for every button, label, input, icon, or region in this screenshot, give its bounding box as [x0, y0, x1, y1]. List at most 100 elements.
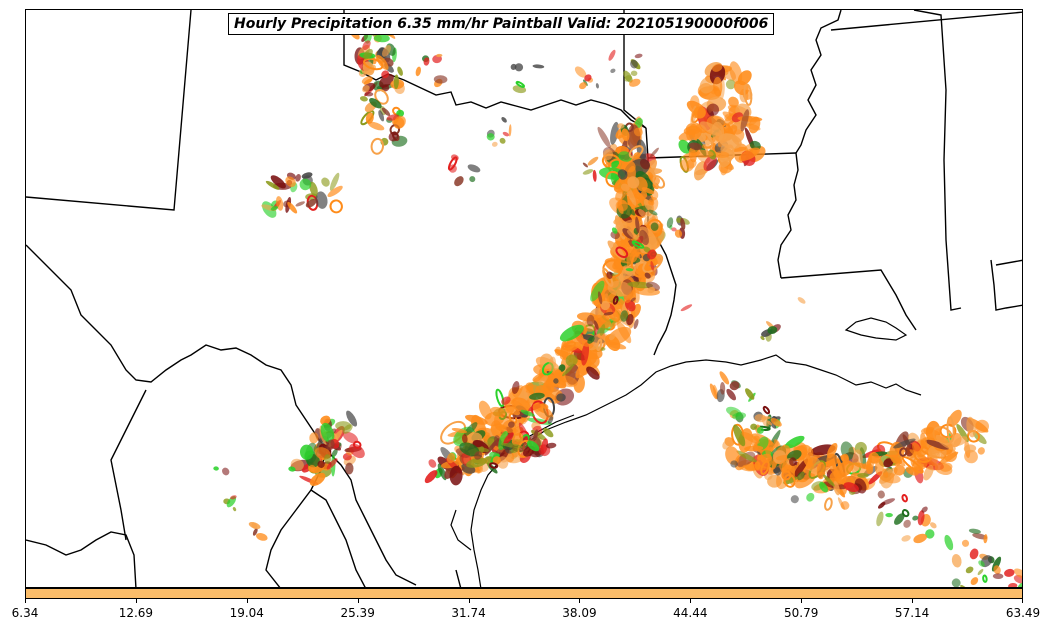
precip-blob [511, 381, 520, 394]
precip-blob [713, 76, 723, 97]
mexico-state-boundary-2 [26, 531, 137, 587]
precip-blob [329, 172, 340, 191]
precip-blob [745, 388, 755, 400]
precip-blob [1013, 568, 1022, 580]
precip-blob [946, 416, 955, 443]
precip-blob [525, 382, 534, 391]
precip-blob [630, 297, 636, 302]
precip-blob [730, 460, 738, 468]
precip-blob [446, 452, 456, 464]
precip-blob [501, 396, 511, 405]
precip-blob [633, 152, 641, 160]
precip-blob [843, 482, 859, 493]
panhandle-boundary [26, 10, 192, 211]
precip-blob [733, 424, 746, 447]
precip-blob [540, 383, 557, 393]
precip-blob [756, 426, 764, 434]
precip-blob [582, 162, 589, 168]
precip-blob [883, 458, 894, 468]
precip-blob [970, 577, 979, 586]
precip-blob [359, 96, 368, 102]
precip-blob [701, 143, 712, 150]
precip-blob [424, 470, 438, 484]
precip-blob [608, 49, 616, 61]
precip-blob [773, 467, 781, 474]
colorbar-tick [468, 599, 470, 603]
precip-blob [538, 375, 548, 385]
precip-blob [735, 451, 756, 467]
precip-blob [491, 141, 498, 147]
precip-blob [629, 78, 641, 87]
precip-blob [693, 106, 706, 119]
precip-blob [649, 147, 659, 158]
precip-blob [748, 116, 761, 134]
precip-blob [461, 434, 468, 444]
colorbar [25, 588, 1023, 599]
precip-blob [643, 199, 654, 213]
precip-blob [725, 79, 736, 90]
colorbar-tick [912, 599, 914, 603]
precip-blob [666, 217, 674, 228]
mississippi-river-boundary [777, 10, 842, 279]
precip-blob [388, 131, 399, 142]
map-panel [25, 9, 1023, 588]
precip-blob [590, 280, 605, 302]
precip-blob [492, 456, 501, 465]
precip-blob [728, 96, 739, 108]
precip-blob [874, 459, 884, 476]
precip-blob [790, 495, 799, 504]
precip-blob [449, 465, 463, 486]
precip-blob [930, 522, 937, 529]
alabama-florida-boundary [990, 259, 1022, 311]
precip-blob [436, 53, 443, 58]
precip-blob [840, 453, 849, 462]
precip-blob [602, 149, 614, 161]
precip-blob [993, 565, 1001, 575]
precip-blob [617, 202, 624, 214]
colorbar-tick-label: 6.34 [11, 606, 39, 620]
precip-blob [599, 324, 606, 336]
precip-blob [648, 199, 655, 206]
precip-blob [556, 393, 566, 402]
precip-blob [709, 383, 718, 400]
precip-blob [1013, 575, 1022, 584]
precip-blob [741, 431, 760, 444]
precip-blob [894, 513, 905, 525]
precipitation-blobs [213, 25, 1022, 587]
precip-blob [587, 336, 595, 344]
precip-blob [652, 175, 666, 189]
lake-pontchartrain [844, 317, 908, 341]
precip-blob [626, 230, 639, 240]
precip-blob [315, 191, 328, 209]
precip-blob [586, 366, 600, 380]
precip-blob [968, 528, 981, 534]
precip-blob [554, 369, 562, 378]
precip-blob [634, 53, 643, 59]
colorbar-tick-label: 12.69 [118, 606, 154, 620]
precip-blob [511, 432, 524, 446]
precip-blob [824, 497, 833, 511]
precip-blob [726, 406, 742, 417]
colorbar-tick-label: 57.14 [894, 606, 930, 620]
precip-blob [514, 63, 524, 72]
precip-blob [495, 388, 505, 408]
precip-blob [901, 509, 910, 518]
precip-blob [295, 173, 301, 182]
precip-blob [548, 356, 557, 372]
precip-blob [527, 440, 540, 452]
precip-blob [647, 286, 656, 294]
colorbar-tick [25, 599, 26, 603]
precip-blob [393, 115, 406, 129]
precip-blob [948, 409, 962, 427]
precip-blob [680, 304, 693, 312]
colorbar-tick [1022, 599, 1023, 603]
precip-blob [363, 78, 373, 85]
precip-blob [740, 109, 750, 132]
precip-blob [363, 57, 384, 71]
precip-blob [600, 300, 610, 311]
precip-blob [1008, 582, 1018, 587]
colorbar-tick [246, 599, 248, 603]
precip-blob [912, 442, 922, 456]
precip-blob [857, 473, 869, 478]
precip-blob [213, 466, 219, 471]
